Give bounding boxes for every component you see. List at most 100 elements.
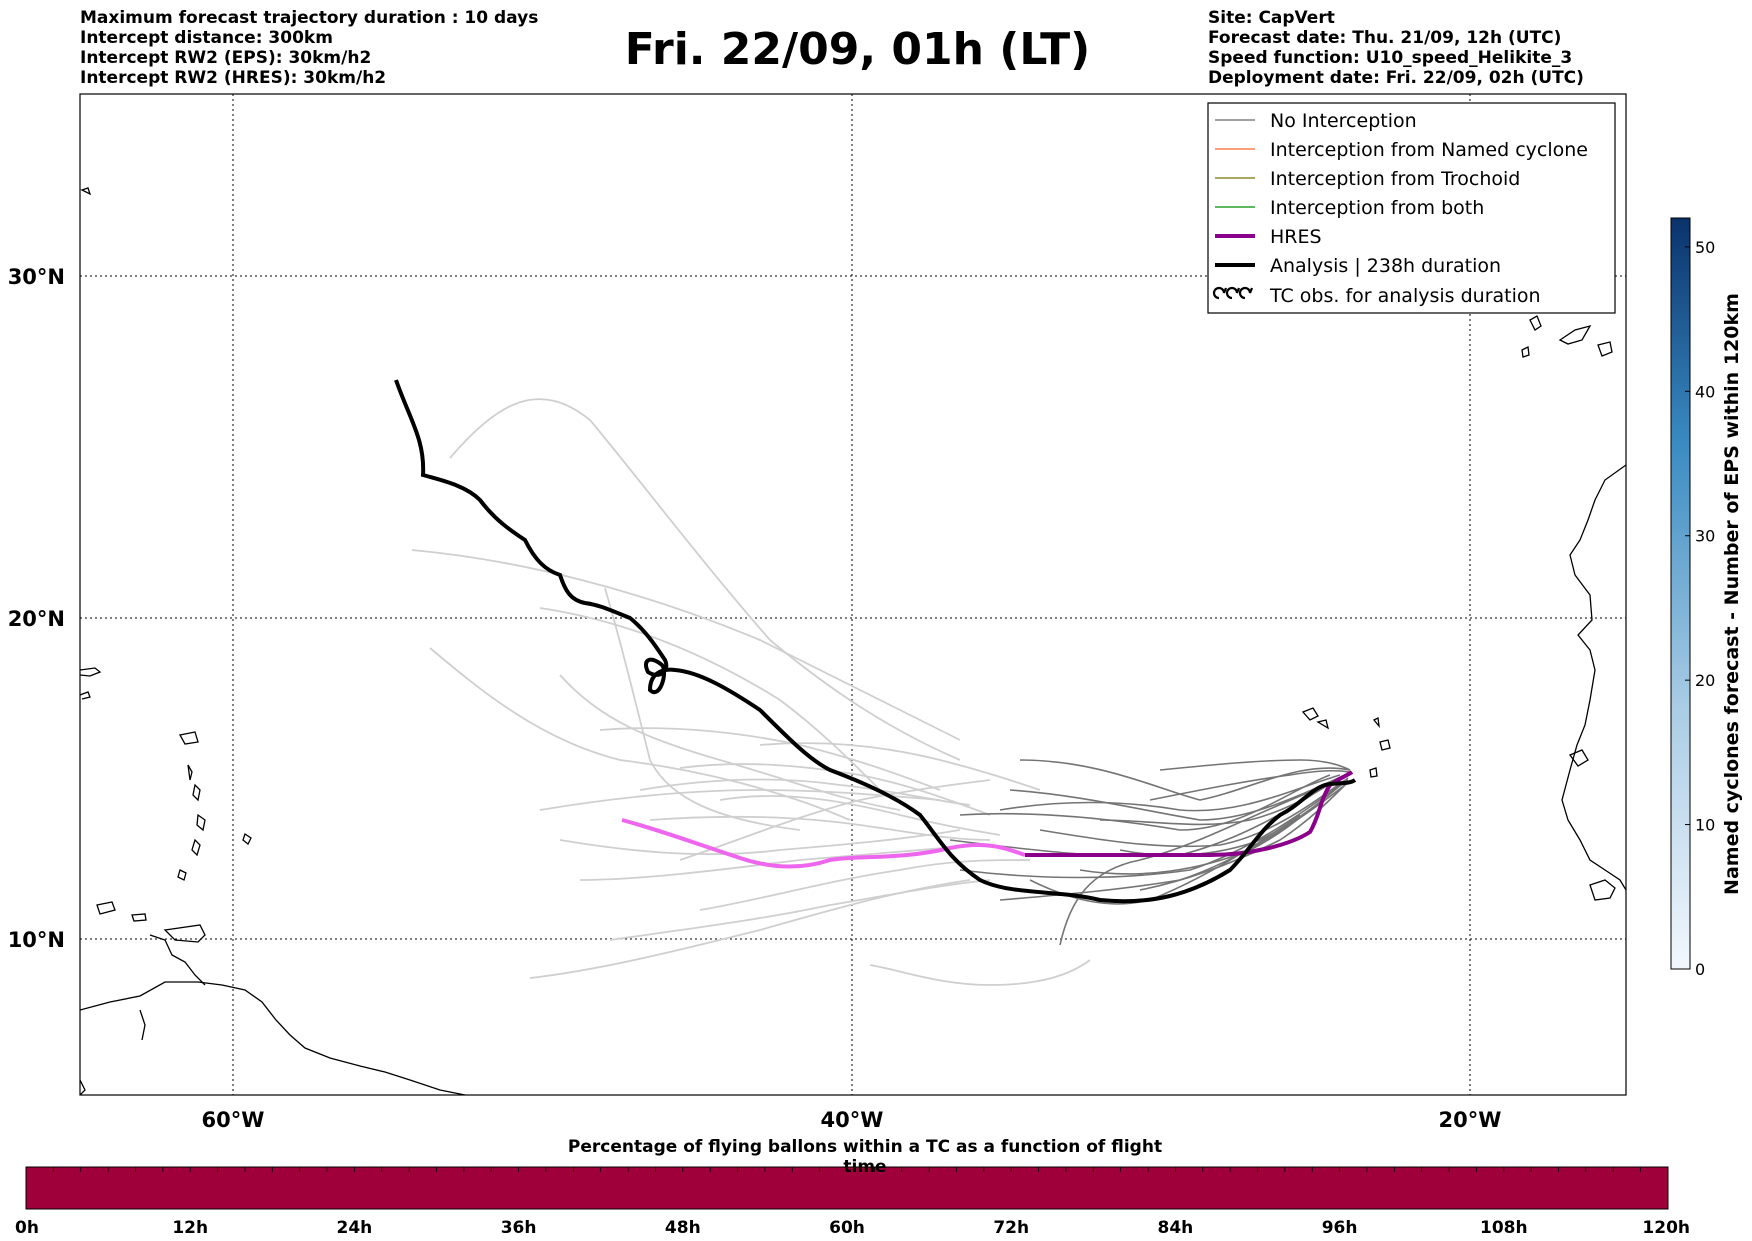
eps-trajectories-late	[949, 759, 1351, 946]
legend-label: No Interception	[1270, 110, 1417, 132]
eps-trajectory	[719, 795, 1001, 836]
colorbar-right-tick-label: 20	[1695, 671, 1715, 690]
lon-tick-label: 40°W	[821, 1108, 884, 1132]
tc-obs-icon	[1212, 286, 1254, 300]
info-right-line: Deployment date: Fri. 22/09, 02h (UTC)	[1208, 68, 1584, 88]
eps-trajectory	[429, 647, 851, 821]
info-left-line: Maximum forecast trajectory duration : 1…	[80, 8, 539, 28]
colorbar-right-tick-label: 30	[1695, 527, 1715, 546]
eps-trajectory	[649, 815, 991, 841]
eps-trajectory	[679, 763, 991, 816]
eps-trajectory	[1099, 774, 1346, 826]
lat-tick-label: 20°N	[8, 607, 65, 631]
colorbar-right-tick-label: 50	[1695, 238, 1715, 257]
colorbar-bottom-ticks: 0h 12h 24h 36h 48h 60h 72h 84h 96h 108h 120h	[15, 1167, 1690, 1238]
coastline-trinidad	[163, 924, 206, 943]
colorbar-bottom-tick-label: 12h	[172, 1218, 208, 1238]
plot-frame	[79, 93, 1627, 1096]
coastline-senegal-gambia	[1568, 749, 1589, 767]
colorbar-bottom-tick-label: 48h	[665, 1218, 701, 1238]
legend-label: Analysis | 238h duration	[1270, 255, 1501, 277]
eps-trajectory	[559, 674, 901, 811]
colorbar-bottom-tick-label: 108h	[1480, 1218, 1528, 1238]
colorbar-bottom-tick-label: 36h	[501, 1218, 537, 1238]
info-left: Maximum forecast trajectory duration : 1…	[80, 8, 538, 88]
colorbar-bottom-tick-label: 120h	[1642, 1218, 1690, 1238]
colorbar-bottom-tick-label: 60h	[829, 1218, 865, 1238]
eps-trajectory	[999, 774, 1341, 812]
colorbar-right-tick-label: 40	[1695, 382, 1715, 401]
colorbar-bottom-label: Percentage of flying ballons within a TC…	[567, 1137, 1163, 1177]
page-title: Fri. 22/09, 01h (LT)	[624, 24, 1091, 75]
coastline-tobago	[96, 901, 116, 915]
lon-tick-labels: 60°W 40°W 20°W	[202, 1108, 1502, 1132]
lon-tick-label: 20°W	[1439, 1108, 1502, 1132]
coastline-canary-2	[1558, 324, 1592, 345]
eps-trajectory	[959, 774, 1331, 831]
eps-trajectory	[1159, 759, 1351, 771]
lat-tick-label: 10°N	[8, 928, 65, 952]
colorbar-bottom-tick-label: 96h	[1322, 1218, 1358, 1238]
hres-trajectory-late	[1025, 770, 1354, 858]
colorbar-right-gradient	[1670, 217, 1691, 970]
colorbar-right-label: Named cyclones forecast - Number of EPS …	[1721, 293, 1743, 895]
eps-trajectory	[679, 779, 991, 861]
info-left-line: Intercept RW2 (HRES): 30km/h2	[80, 68, 387, 88]
coastline-west-africa	[1561, 464, 1626, 891]
legend-label: Interception from Named cyclone	[1270, 139, 1588, 161]
coastline-central-america	[80, 1079, 86, 1095]
info-right-line: Site: CapVert	[1208, 8, 1335, 28]
coastline-west-africa-islands	[1589, 879, 1616, 901]
eps-trajectory	[699, 859, 1031, 911]
coastline-guianas	[139, 1009, 146, 1041]
colorbar-right: 0 10 20 30 40 50 Named cyclones forecast - Nu…	[1670, 217, 1743, 979]
coastline-lesser-antilles-6	[177, 869, 187, 881]
eps-trajectory	[1149, 769, 1351, 801]
coastline-puerto-rico	[80, 667, 102, 677]
eps-trajectory	[759, 742, 1041, 791]
coastline-lesser-antilles-1	[178, 731, 199, 745]
colorbar-bottom-tick-label: 84h	[1158, 1218, 1194, 1238]
eps-trajectory	[411, 549, 961, 741]
legend-label: HRES	[1270, 226, 1322, 248]
hres-trajectory-early	[621, 818, 1026, 869]
legend-box	[1207, 102, 1616, 314]
legend-label: TC obs. for analysis duration	[1269, 285, 1541, 307]
colorbar-bottom-tick-label: 72h	[993, 1218, 1029, 1238]
colorbar-bottom-tick-label: 0h	[15, 1218, 39, 1238]
eps-trajectory	[1019, 759, 1351, 801]
coastline-canary-1	[1529, 315, 1542, 331]
lat-tick-labels: 30°N 20°N 10°N	[8, 265, 65, 952]
eps-trajectories-early	[411, 398, 1091, 986]
legend: No Interception Interception from Named …	[1207, 102, 1616, 314]
eps-trajectory	[1039, 779, 1346, 848]
legend-label: Interception from Trochoid	[1270, 168, 1520, 190]
eps-trajectory	[449, 398, 961, 761]
eps-trajectory	[1059, 779, 1341, 946]
eps-trajectory	[639, 778, 971, 806]
coastline-canary-4	[1521, 346, 1530, 358]
eps-trajectory	[1009, 774, 1346, 821]
eps-trajectory	[869, 959, 1091, 986]
coastline-cabo-verde-3	[1372, 717, 1380, 729]
coastline-cabo-verde-5	[1369, 767, 1378, 778]
info-left-line: Intercept RW2 (EPS): 30km/h2	[80, 48, 372, 68]
legend-label: Interception from both	[1270, 197, 1484, 219]
info-left-line: Intercept distance: 300km	[80, 28, 333, 48]
coastline-lesser-antilles-4	[196, 813, 206, 832]
colorbar-bottom: 0h 12h 24h 36h 48h 60h 72h 84h 96h 108h 120h	[15, 1166, 1690, 1238]
colorbar-bottom-tick-label: 24h	[337, 1218, 373, 1238]
eps-trajectory	[529, 879, 971, 979]
eps-trajectory	[1139, 781, 1349, 891]
lon-tick-label: 60°W	[202, 1108, 265, 1132]
lat-tick-label: 30°N	[8, 265, 65, 289]
eps-trajectory	[559, 829, 961, 856]
info-right-line: Speed function: U10_speed_Helikite_3	[1208, 48, 1573, 68]
eps-trajectory	[609, 879, 991, 941]
coastline	[80, 187, 1626, 1095]
coastline-curacao	[131, 913, 147, 922]
coastline-cabo-verde-4	[1379, 739, 1391, 751]
info-right-line: Forecast date: Thu. 21/09, 12h (UTC)	[1208, 28, 1562, 48]
coastline-barbados	[242, 832, 252, 846]
